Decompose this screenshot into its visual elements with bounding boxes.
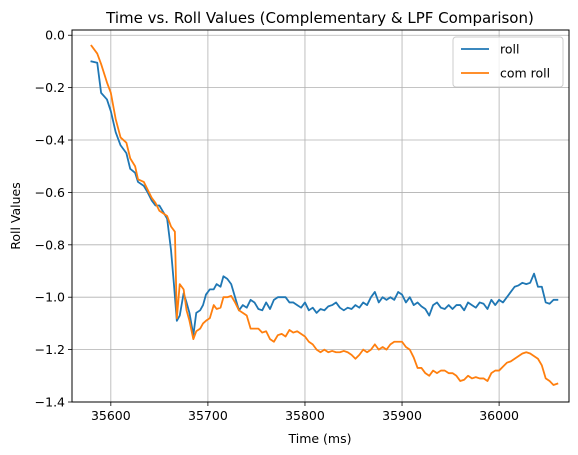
legend: roll com roll: [452, 36, 564, 88]
x-tick-label: 35800: [285, 408, 325, 423]
y-tick-label: 0.0: [45, 28, 65, 43]
x-tick-label: 35900: [382, 408, 422, 423]
y-tick-label: −0.8: [35, 237, 65, 252]
y-tick-label: −1.4: [35, 395, 65, 410]
y-tick-label: −1.2: [35, 342, 65, 357]
y-axis-label: Roll Values: [8, 182, 23, 250]
legend-label-roll: roll: [500, 42, 519, 57]
series-line-roll: [90, 60, 559, 337]
grid: [72, 30, 569, 403]
x-axis: 35600 35700 35800 35900 36000: [91, 402, 519, 423]
series-layer: [90, 44, 559, 386]
x-axis-label: Time (ms): [287, 431, 351, 446]
x-tick-label: 36000: [479, 408, 519, 423]
plot-frame: [71, 29, 570, 403]
y-tick-label: −0.4: [35, 133, 65, 148]
y-tick-label: −0.6: [35, 185, 65, 200]
y-tick-label: −1.0: [35, 290, 65, 305]
chart-title: Time vs. Roll Values (Complementary & LP…: [105, 9, 534, 27]
x-tick-label: 35600: [91, 408, 131, 423]
y-tick-label: −0.2: [35, 80, 65, 95]
legend-label-com-roll: com roll: [500, 66, 550, 81]
x-tick-label: 35700: [188, 408, 228, 423]
y-axis: 0.0 −0.2 −0.4 −0.6 −0.8 −1.0 −1.2 −1.4: [35, 28, 72, 410]
series-line-com-roll: [90, 44, 559, 386]
